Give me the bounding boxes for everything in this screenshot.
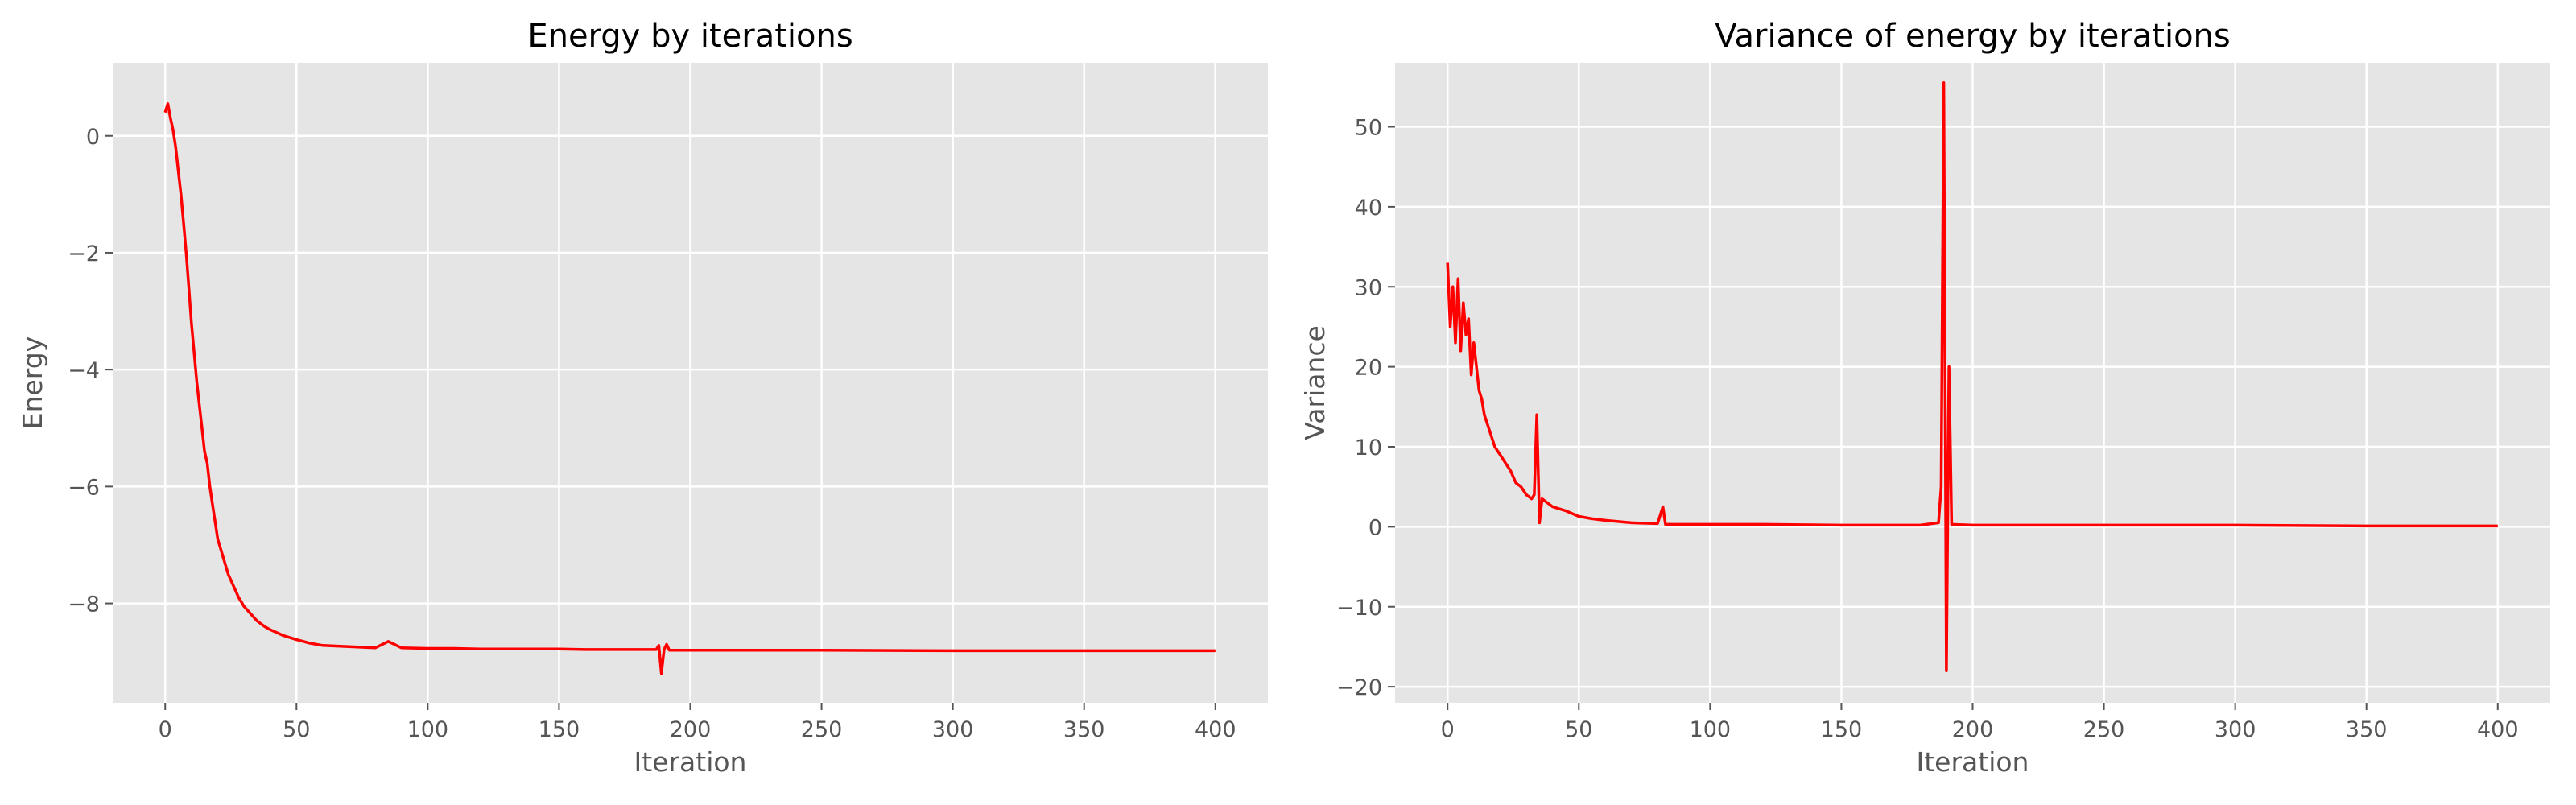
variance-y-axis-label: Variance	[1299, 325, 1331, 440]
energy-x-tick-label: 350	[1063, 717, 1105, 742]
energy-x-axis-label: Iteration	[634, 746, 747, 778]
variance-y-tick-label: 0	[1368, 515, 1382, 540]
variance-x-tick-label: 50	[1565, 717, 1592, 742]
variance-x-tick-label: 250	[2083, 717, 2125, 742]
energy-x-tick-label: 150	[539, 717, 580, 742]
energy-y-tick-label: −8	[68, 592, 100, 617]
variance-x-tick-label: 150	[1821, 717, 1863, 742]
energy-plot: 0 50 100 150 200 250 300 350 400 0 −2 −4 −6 −8 Energy …	[17, 18, 1268, 778]
energy-x-tick-label: 100	[407, 717, 449, 742]
energy-y-axis-label: Energy	[17, 336, 48, 430]
variance-y-tick-label: 30	[1355, 275, 1382, 300]
variance-y-tick-label: −10	[1336, 596, 1382, 621]
variance-series-line	[1446, 81, 2498, 673]
energy-series-line	[163, 102, 1216, 675]
variance-y-tick-label: −20	[1336, 675, 1382, 700]
variance-x-tick-label: 0	[1441, 717, 1455, 742]
variance-y-tick-label: 50	[1355, 116, 1382, 141]
variance-x-tick-label: 100	[1690, 717, 1732, 742]
variance-y-tick-label: 20	[1355, 356, 1382, 381]
variance-chart-title: Variance of energy by iterations	[1715, 18, 2230, 55]
energy-y-tick-label: −4	[68, 358, 100, 383]
energy-chart-title: Energy by iterations	[527, 18, 852, 55]
variance-x-tick-label: 200	[1952, 717, 1994, 742]
energy-x-tick-label: 50	[283, 717, 310, 742]
variance-x-axis-label: Iteration	[1917, 746, 2029, 778]
energy-x-tick-label: 300	[932, 717, 974, 742]
variance-x-tick-label: 350	[2346, 717, 2388, 742]
energy-x-tick-label: 400	[1195, 717, 1236, 742]
energy-y-tick-label: 0	[86, 125, 100, 150]
energy-x-tick-label: 200	[670, 717, 712, 742]
variance-plot: 0 50 100 150 200 250 300 350 400 −20 −10 0 10 20 30 40 5…	[1299, 18, 2550, 778]
energy-y-tick-label: −6	[68, 475, 100, 500]
variance-x-tick-label: 300	[2215, 717, 2256, 742]
variance-y-tick-label: 40	[1355, 196, 1382, 221]
variance-x-tick-label: 400	[2477, 717, 2519, 742]
energy-y-tick-label: −2	[68, 242, 100, 266]
variance-y-tick-label: 10	[1355, 436, 1382, 460]
energy-x-tick-label: 250	[801, 717, 843, 742]
energy-x-tick-label: 0	[159, 717, 172, 742]
